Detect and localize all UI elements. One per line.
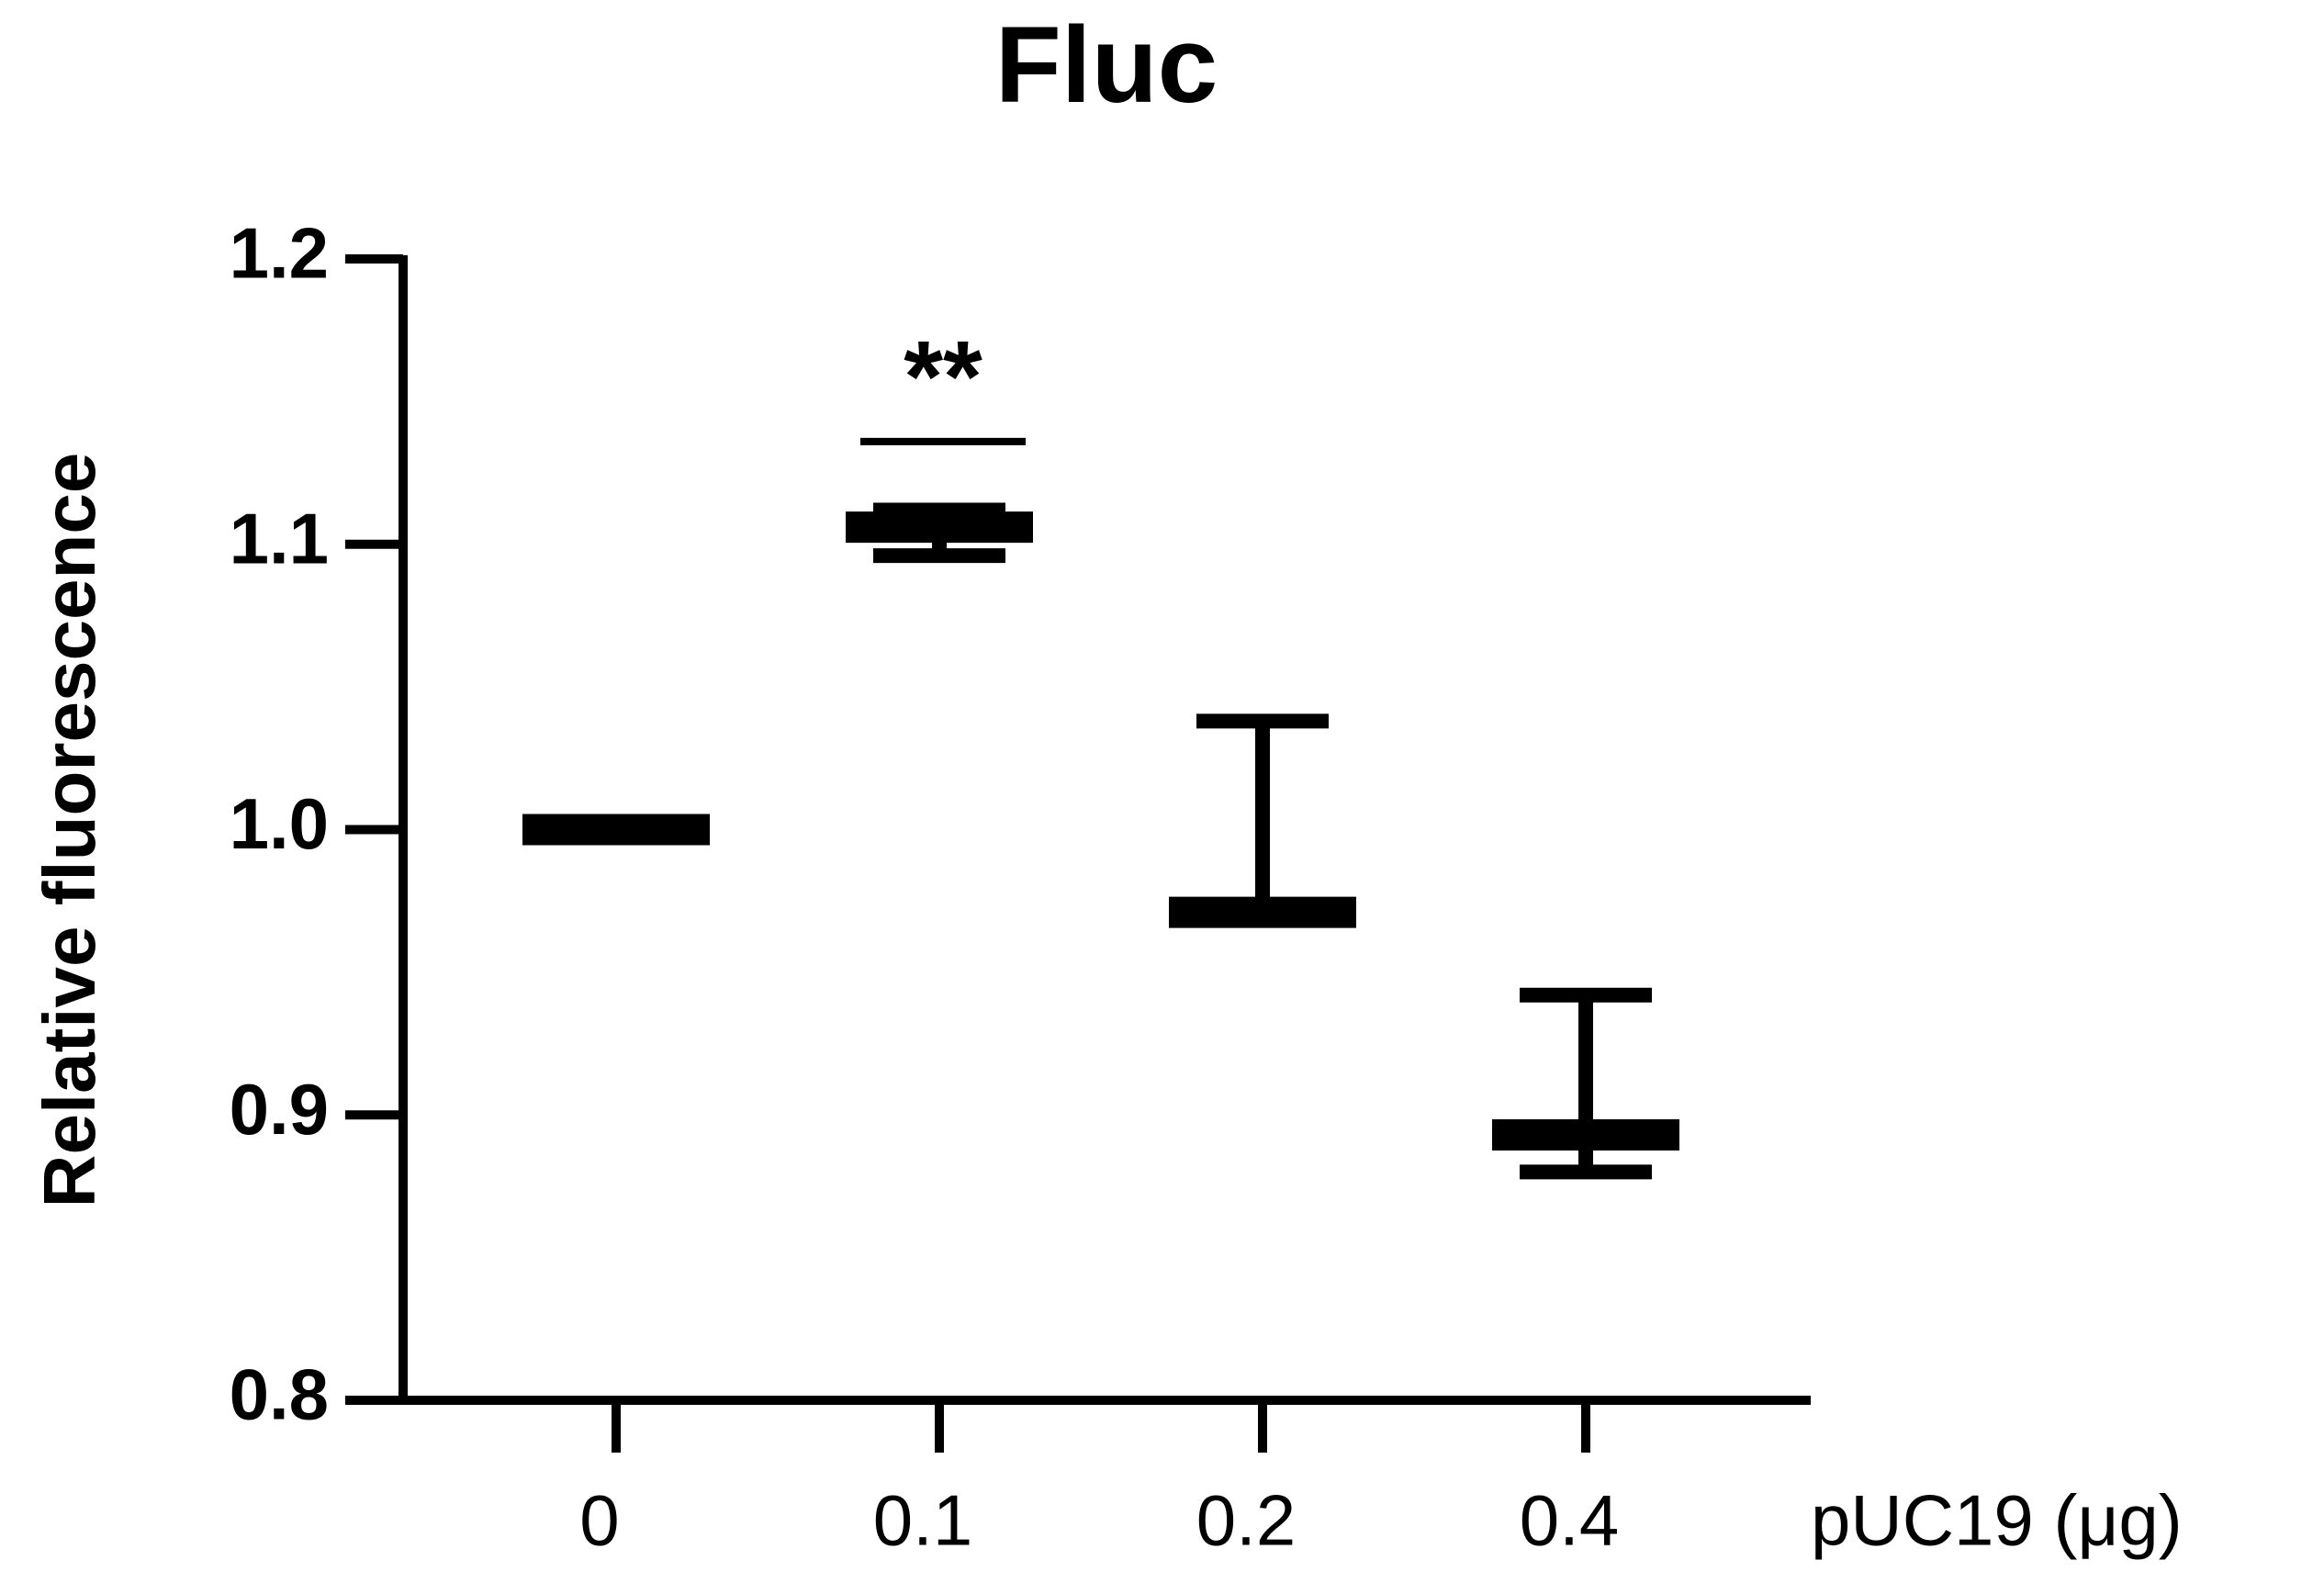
x-tick-label: 0.1 [873,1480,972,1561]
x-tick-label: 0.2 [1196,1480,1296,1561]
y-axis-label: Relative fluorescence [28,453,110,1208]
y-tick-label: 1.2 [230,213,329,294]
y-tick-label: 1.0 [230,783,329,864]
y-tick-label: 0.9 [230,1069,329,1150]
y-tick-label: 0.8 [230,1354,329,1435]
significance-label: ** [904,320,982,433]
y-tick-label: 1.1 [230,498,329,578]
x-tick-label: 0 [579,1480,619,1561]
x-tick-label: 0.4 [1520,1480,1619,1561]
x-axis-label: pUC19 (μg) [1811,1480,2183,1561]
chart-title: Fluc [995,5,1218,126]
